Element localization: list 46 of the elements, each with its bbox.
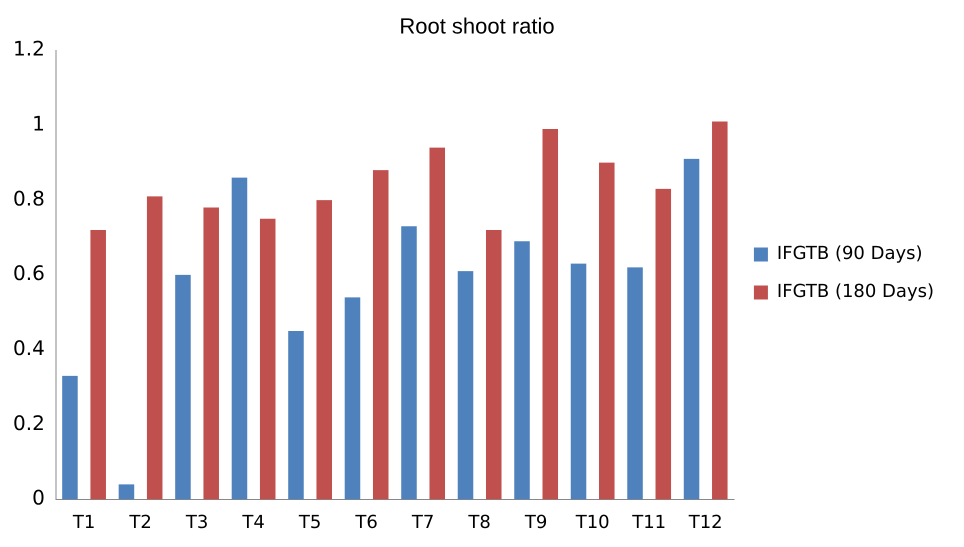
x-tick-label: T5 — [298, 512, 322, 533]
y-tick-label: 1 — [32, 111, 45, 136]
y-tick-label: 0.4 — [12, 336, 45, 360]
x-tick-label: T2 — [128, 512, 152, 533]
x-tick-label: T10 — [574, 512, 610, 533]
bar — [627, 267, 643, 500]
y-tick-label: 1.2 — [12, 36, 45, 61]
x-tick-label: T4 — [241, 512, 265, 533]
x-tick-label: T9 — [524, 512, 548, 533]
bar — [146, 196, 162, 500]
bar — [344, 297, 360, 500]
x-tick-label: T8 — [467, 512, 491, 533]
y-tick-label: 0.8 — [12, 186, 45, 210]
x-tick-label: T12 — [688, 512, 723, 533]
bar — [656, 188, 672, 500]
bar — [288, 331, 304, 500]
bar — [260, 218, 276, 500]
bar — [203, 208, 219, 500]
bar — [401, 226, 417, 500]
bar — [684, 158, 700, 500]
x-tick-label: T3 — [184, 512, 208, 533]
y-tick-label: 0.2 — [12, 410, 45, 435]
bar — [542, 128, 558, 500]
legend-label: IFGTB (180 Days) — [776, 281, 934, 302]
bar — [232, 178, 248, 500]
bar — [599, 162, 615, 500]
x-tick-label: T7 — [410, 512, 434, 533]
bar — [429, 148, 446, 500]
bar — [316, 200, 332, 500]
x-tick-label: T6 — [354, 512, 378, 533]
bar — [570, 264, 586, 500]
x-tick-label: T1 — [72, 512, 96, 533]
bar — [90, 230, 106, 500]
bar — [175, 274, 191, 500]
bar — [372, 170, 389, 500]
bar — [458, 271, 474, 500]
bar — [118, 484, 134, 500]
x-tick-label: T11 — [631, 512, 666, 533]
bar — [62, 376, 78, 500]
legend-label: IFGTB (90 Days) — [776, 243, 923, 264]
y-tick-label: 0 — [32, 486, 45, 510]
bar — [486, 230, 502, 500]
bar — [514, 241, 530, 500]
chart-title: Root shoot ratio — [399, 13, 555, 38]
y-tick-label: 0.6 — [12, 261, 45, 286]
bar — [712, 121, 728, 500]
